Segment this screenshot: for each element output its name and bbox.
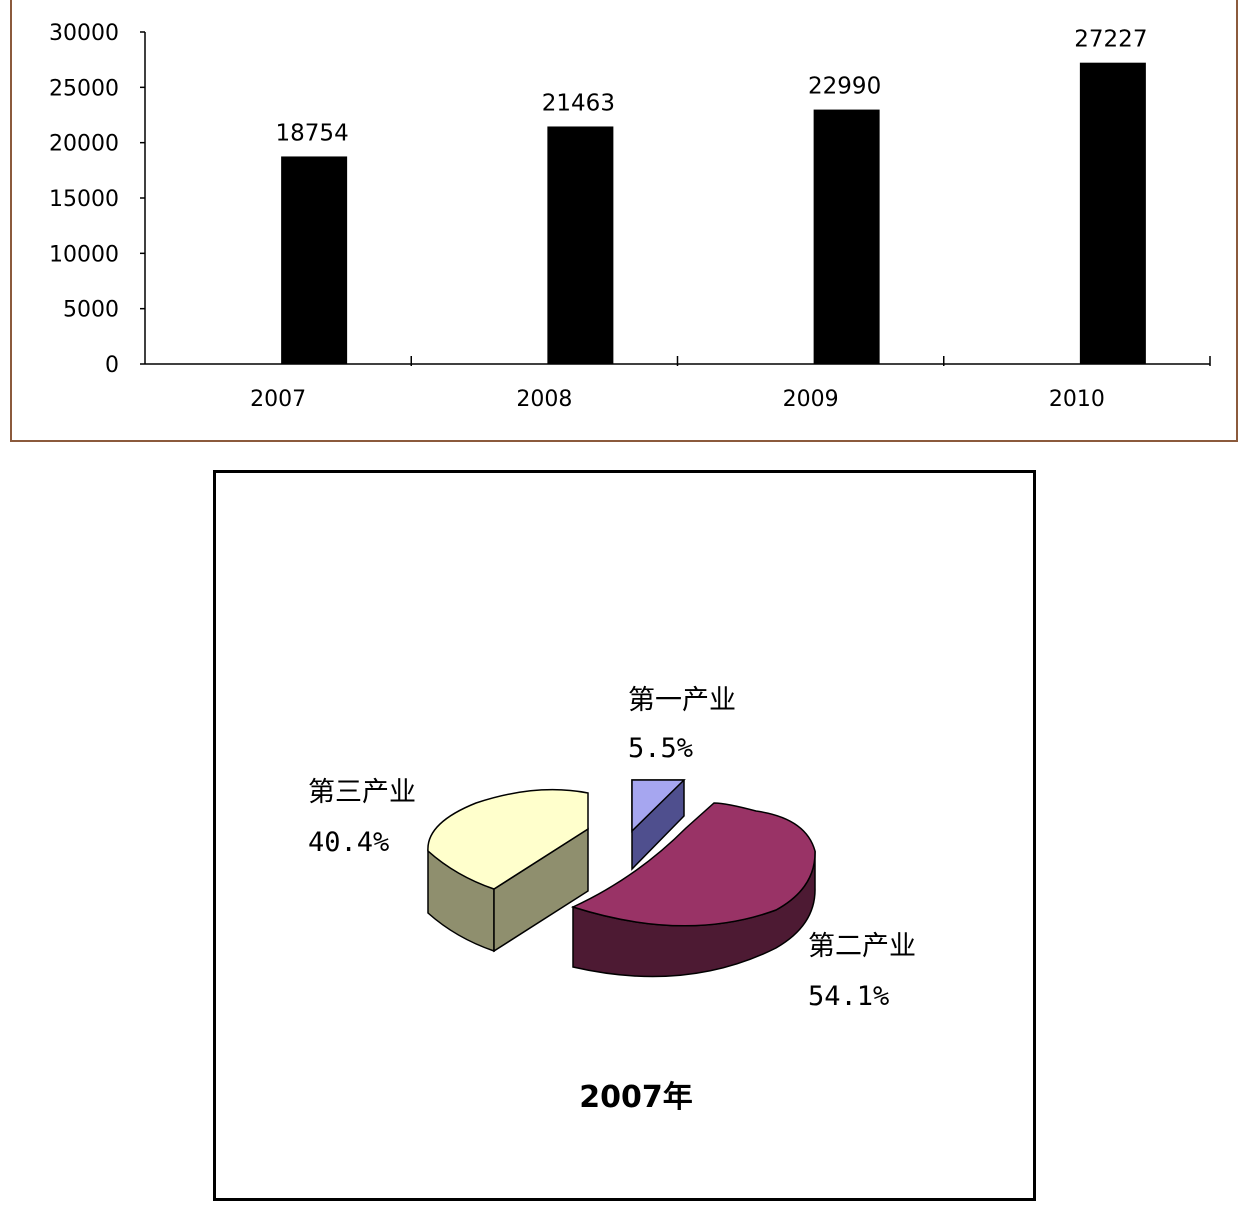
data-label: 22990 bbox=[808, 74, 881, 100]
bar-chart: 0 5000 10000 15000 20000 25000 30000 18754 2007 2… bbox=[49, 21, 1211, 412]
y-tick-label: 25000 bbox=[49, 76, 119, 101]
x-tick-label: 2010 bbox=[1049, 387, 1105, 412]
y-tick-label: 20000 bbox=[49, 132, 119, 157]
pie-chart-title: 2007年 bbox=[579, 1080, 693, 1115]
pie-slice-primary bbox=[631, 779, 686, 833]
x-tick-label: 2008 bbox=[516, 387, 572, 412]
pie-chart: 第一产业 5.5% 第三产业 40.4% 第二产业 54.1% 2007年 bbox=[308, 685, 916, 1115]
pie-label-tertiary-value: 40.4% bbox=[308, 827, 389, 858]
data-label: 18754 bbox=[276, 120, 349, 146]
bar-chart-panel: 0 5000 10000 15000 20000 25000 30000 18754 2007 2… bbox=[10, 0, 1238, 442]
pie-label-secondary-value: 54.1% bbox=[808, 981, 889, 1012]
y-tick-label: 5000 bbox=[63, 298, 119, 323]
data-label: 27227 bbox=[1074, 27, 1147, 53]
y-tick-label: 0 bbox=[105, 353, 119, 378]
pie-label-tertiary-name: 第三产业 bbox=[308, 777, 416, 808]
pie-slice-secondary bbox=[570, 802, 816, 927]
y-tick-label: 10000 bbox=[49, 242, 119, 267]
bar bbox=[813, 109, 880, 364]
y-tick-label: 30000 bbox=[49, 21, 119, 46]
pie-label-secondary-name: 第二产业 bbox=[808, 931, 916, 962]
data-label: 21463 bbox=[542, 90, 615, 116]
bar bbox=[1079, 62, 1146, 364]
bar bbox=[547, 126, 614, 364]
pie-chart-panel: 第一产业 5.5% 第三产业 40.4% 第二产业 54.1% 2007年 bbox=[213, 470, 1036, 1201]
pie-label-primary-name: 第一产业 bbox=[628, 685, 736, 716]
y-tick-label: 15000 bbox=[49, 187, 119, 212]
x-tick-label: 2009 bbox=[783, 387, 839, 412]
pie-label-primary-value: 5.5% bbox=[628, 733, 693, 764]
bar bbox=[281, 156, 348, 364]
pie-slice-tertiary bbox=[427, 788, 589, 890]
x-tick-label: 2007 bbox=[250, 387, 306, 412]
